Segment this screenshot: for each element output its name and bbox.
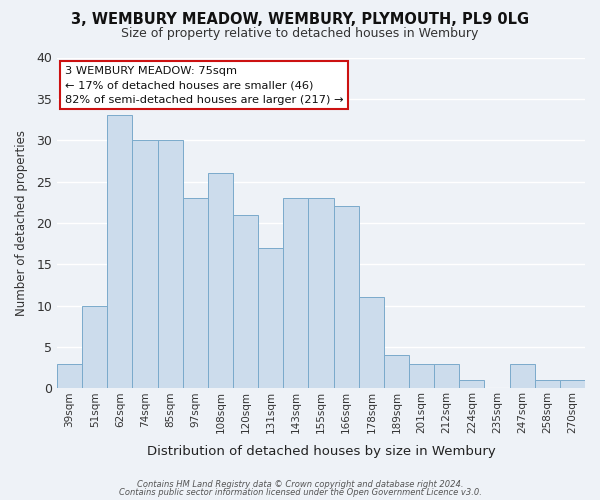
Bar [434,364,460,388]
Bar [308,198,334,388]
Bar [509,364,535,388]
Bar [233,214,258,388]
Bar [258,248,283,388]
Bar [283,198,308,388]
Bar [57,364,82,388]
Text: 3 WEMBURY MEADOW: 75sqm
← 17% of detached houses are smaller (46)
82% of semi-de: 3 WEMBURY MEADOW: 75sqm ← 17% of detache… [65,66,343,104]
Bar [183,198,208,388]
Bar [82,306,107,388]
Bar [334,206,359,388]
Text: Contains HM Land Registry data © Crown copyright and database right 2024.: Contains HM Land Registry data © Crown c… [137,480,463,489]
Y-axis label: Number of detached properties: Number of detached properties [15,130,28,316]
Bar [535,380,560,388]
Bar [158,140,183,388]
Bar [359,298,384,388]
Bar [460,380,484,388]
Bar [208,174,233,388]
Bar [409,364,434,388]
Bar [107,116,133,388]
Text: 3, WEMBURY MEADOW, WEMBURY, PLYMOUTH, PL9 0LG: 3, WEMBURY MEADOW, WEMBURY, PLYMOUTH, PL… [71,12,529,28]
Text: Contains public sector information licensed under the Open Government Licence v3: Contains public sector information licen… [119,488,481,497]
Bar [133,140,158,388]
Bar [560,380,585,388]
X-axis label: Distribution of detached houses by size in Wembury: Distribution of detached houses by size … [146,444,496,458]
Bar [384,356,409,388]
Text: Size of property relative to detached houses in Wembury: Size of property relative to detached ho… [121,28,479,40]
